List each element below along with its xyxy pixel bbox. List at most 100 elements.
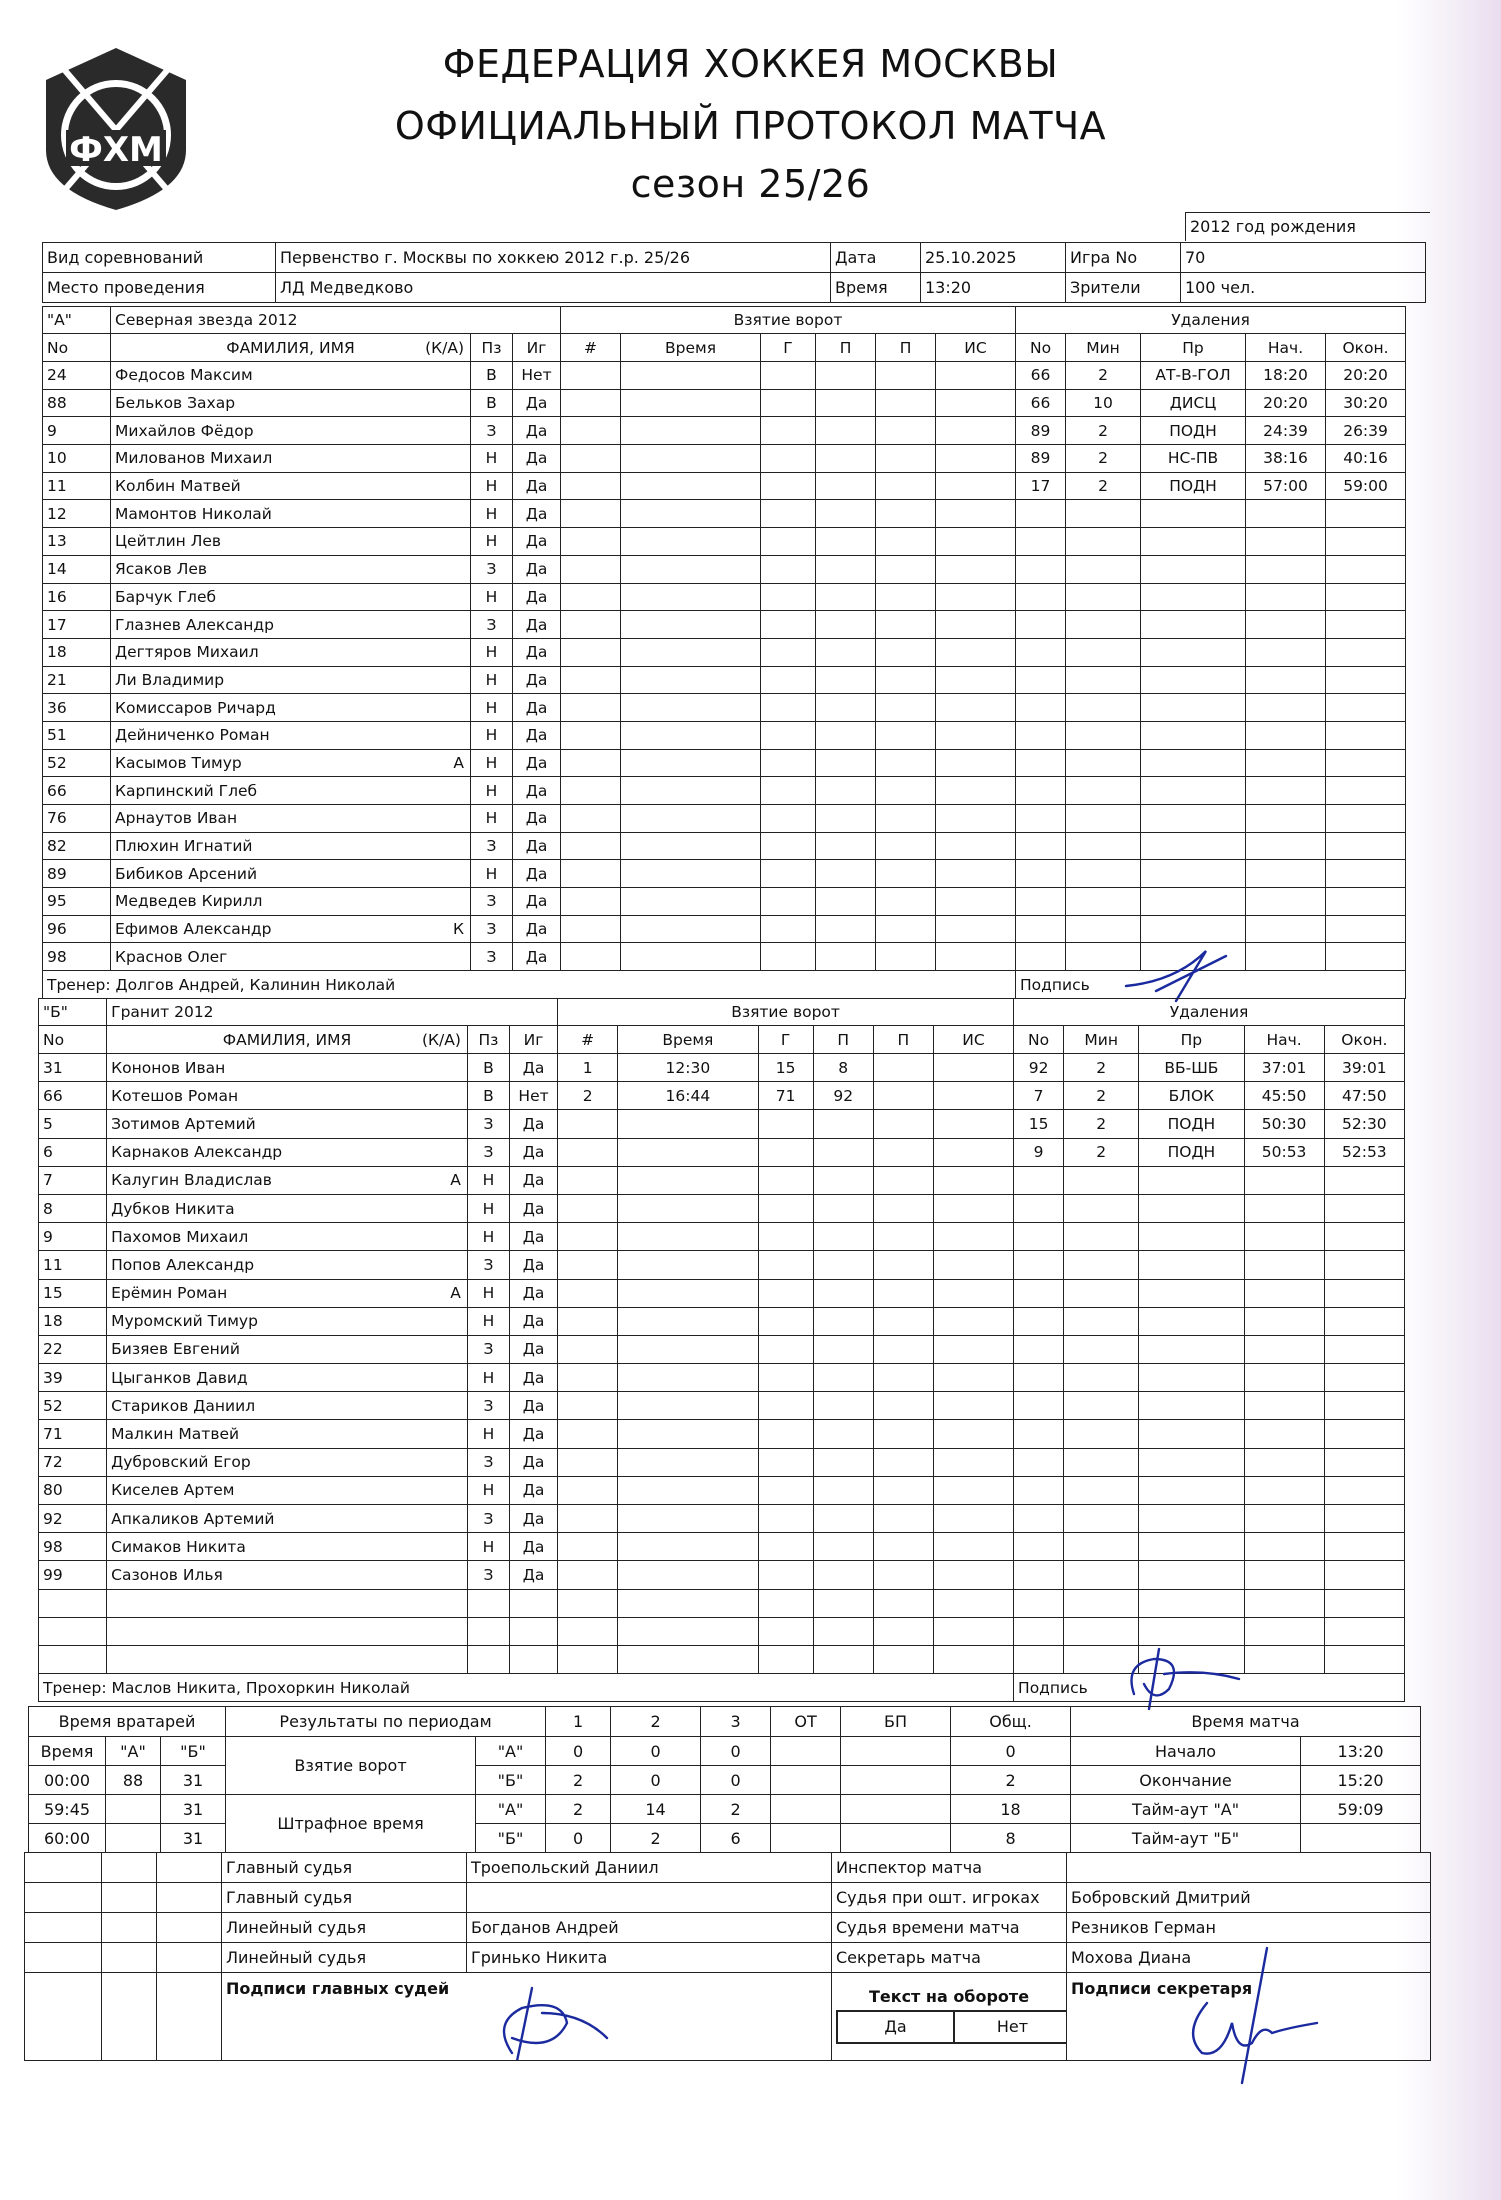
col-penalty: Окон. bbox=[1325, 333, 1407, 362]
goalie-cell: 60:00 bbox=[28, 1823, 106, 1853]
goal-cell bbox=[757, 1588, 814, 1618]
goal-cell bbox=[757, 1419, 814, 1449]
goal-cell bbox=[935, 527, 1017, 556]
penalty-cell bbox=[1325, 527, 1407, 556]
goalie-cell: 31 bbox=[159, 1794, 227, 1824]
official-label: Линейный судья bbox=[221, 1942, 467, 1973]
goal-cell bbox=[932, 1250, 1015, 1280]
team-letter: "Б" bbox=[37, 998, 108, 1026]
col-ka: (К/А) bbox=[421, 1030, 461, 1049]
player-name-text: Малкин Матвей bbox=[111, 1425, 240, 1444]
penalty-cell bbox=[1323, 1616, 1406, 1646]
goal-cell bbox=[760, 582, 817, 612]
fhm-logo: ФХМ bbox=[36, 40, 196, 215]
goal-cell bbox=[935, 720, 1017, 750]
goal-cell bbox=[812, 1137, 874, 1167]
player-played: Да bbox=[508, 1278, 559, 1308]
player-name-text: Бизяев Евгений bbox=[111, 1340, 240, 1359]
goal-cell bbox=[757, 1193, 814, 1224]
goal-cell bbox=[815, 914, 877, 944]
player-name: Милованов Михаил bbox=[110, 444, 471, 473]
penalty-cell bbox=[1015, 637, 1067, 667]
signature-cell: Подпись bbox=[1013, 1647, 1405, 1711]
penalty-cell bbox=[1243, 1560, 1325, 1590]
col-played: Иг bbox=[508, 1025, 559, 1054]
penalty-cell bbox=[1063, 1391, 1140, 1421]
reverse-text-no[interactable]: Нет bbox=[996, 2017, 1029, 2036]
team-a-label: "А" bbox=[475, 1794, 547, 1824]
player-name-text: Дейниченко Роман bbox=[115, 726, 270, 745]
col-goal: Время bbox=[617, 1025, 759, 1054]
goal-cell bbox=[875, 499, 937, 529]
game-value: 70 bbox=[1180, 242, 1426, 273]
official-name bbox=[466, 1882, 832, 1913]
player-position: Н bbox=[470, 471, 513, 501]
player-row: 9 Пахомов Михаил Н Да bbox=[37, 1222, 1406, 1252]
player-played: Да bbox=[511, 527, 562, 556]
goal-cell bbox=[617, 1250, 759, 1280]
pen-cell bbox=[840, 1794, 952, 1824]
penalty-cell bbox=[1013, 1532, 1065, 1562]
player-number: 80 bbox=[37, 1475, 108, 1506]
goal-cell bbox=[932, 1193, 1015, 1224]
player-name-text: Колбин Матвей bbox=[115, 477, 241, 496]
penalty-cell bbox=[1013, 1222, 1065, 1252]
goal-cell bbox=[620, 582, 762, 612]
player-position: Н bbox=[470, 804, 513, 833]
goal-cell bbox=[935, 416, 1017, 446]
penalty-cell: 17 bbox=[1015, 471, 1067, 501]
goal-cell bbox=[875, 859, 937, 889]
goal-cell bbox=[815, 471, 877, 501]
goal-cell bbox=[875, 471, 937, 501]
goal-cell bbox=[935, 582, 1017, 612]
player-number: 8 bbox=[37, 1193, 108, 1224]
coach-signature bbox=[1130, 1647, 1241, 1711]
goal-cell bbox=[812, 1334, 874, 1365]
penalty-cell bbox=[1138, 1616, 1245, 1646]
goal-cell bbox=[617, 1616, 759, 1646]
player-name: Колбин Матвей bbox=[110, 471, 471, 501]
goal-cell: 12:30 bbox=[617, 1052, 759, 1083]
col-goal: ИС bbox=[932, 1025, 1015, 1054]
penalty-cell bbox=[1243, 1419, 1325, 1449]
player-position: З bbox=[466, 1250, 510, 1280]
goalie-col: "А" bbox=[105, 1736, 161, 1766]
penalty-cell bbox=[1013, 1560, 1065, 1590]
penalty-cell: 89 bbox=[1015, 444, 1067, 473]
penalty-cell bbox=[1245, 942, 1327, 972]
goal-cell bbox=[875, 748, 937, 778]
penalty-cell: 66 bbox=[1015, 388, 1067, 418]
penalty-cell bbox=[1138, 1391, 1245, 1421]
player-name-text: Калугин Владислав bbox=[111, 1171, 272, 1190]
game-label: Игра No bbox=[1065, 242, 1181, 273]
penalty-cell bbox=[1140, 665, 1247, 695]
player-number: 9 bbox=[42, 416, 111, 446]
penalty-cell bbox=[1065, 693, 1142, 722]
penalty-cell bbox=[1015, 554, 1067, 584]
penalty-cell bbox=[1243, 1644, 1325, 1675]
player-number: 76 bbox=[42, 804, 111, 833]
goal-cell bbox=[875, 914, 937, 944]
player-row: 7 Калугин Владислав А Н Да bbox=[37, 1165, 1406, 1195]
signature-label: Подпись bbox=[1020, 975, 1090, 994]
penalty-cell bbox=[1325, 859, 1407, 889]
goal-cell bbox=[757, 1363, 814, 1393]
column-header-row: No ФАМИЛИЯ, ИМЯ (К/А) Пз Иг # Время Г П П ИС No Мин П… bbox=[37, 1025, 1406, 1054]
player-row: 10 Милованов Михаил Н Да 89 2 НС-ПВ 38:16 40:16 bbox=[42, 444, 1407, 473]
goal-cell bbox=[560, 804, 622, 833]
team-b-label: "Б" bbox=[475, 1823, 547, 1853]
goal-cell bbox=[760, 665, 817, 695]
player-position: Н bbox=[470, 665, 513, 695]
player-position: В bbox=[466, 1052, 510, 1083]
goal-cell bbox=[812, 1165, 874, 1195]
goal-cell bbox=[760, 444, 817, 473]
player-name-text: Дегтяров Михаил bbox=[115, 643, 259, 662]
player-position: В bbox=[466, 1081, 510, 1111]
player-name-text: Ерёмин Роман bbox=[111, 1284, 228, 1303]
player-played: Да bbox=[508, 1419, 559, 1449]
venue-value: ЛД Медведково bbox=[275, 272, 831, 303]
goal-cell bbox=[815, 693, 877, 722]
goal-cell bbox=[620, 554, 762, 584]
goal-cell bbox=[757, 1616, 814, 1646]
reverse-text-yes[interactable]: Да bbox=[838, 2012, 955, 2042]
